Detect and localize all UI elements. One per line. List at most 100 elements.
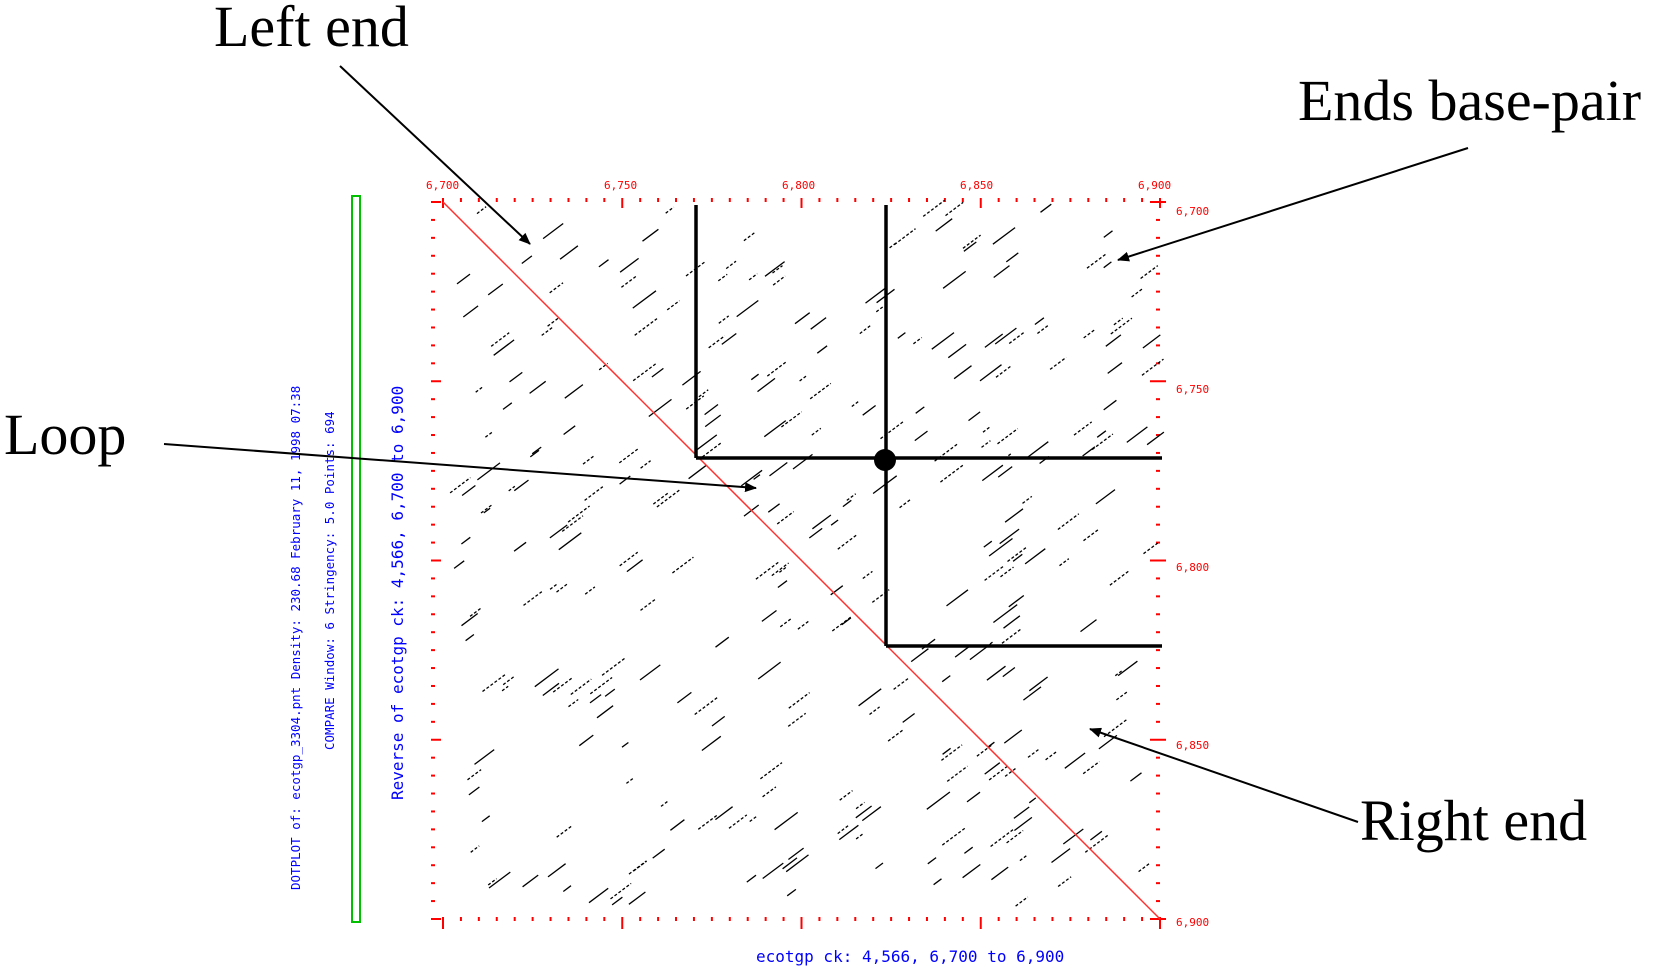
top-tick-label: 6,750 (604, 179, 637, 192)
match-segment (897, 332, 906, 339)
match-segment (812, 514, 832, 530)
match-segment (626, 559, 643, 573)
match-segment (990, 828, 1015, 848)
match-segment (1084, 833, 1110, 853)
match-segment (666, 300, 680, 311)
match-segment (541, 326, 554, 336)
match-segment (810, 317, 827, 330)
y-axis-label: Reverse of ecotgp ck: 4,566, 6,700 to 6,… (388, 386, 407, 800)
match-segment (772, 265, 783, 274)
match-segment (776, 511, 795, 525)
left-axis-ticks (431, 201, 441, 920)
match-segment (582, 454, 596, 465)
match-segment (628, 891, 646, 905)
top-tick-label: 6,900 (1138, 179, 1171, 192)
annotation-right-end: Right end (1360, 788, 1587, 853)
right-tick-label: 6,700 (1176, 205, 1209, 218)
match-segment (779, 566, 787, 573)
match-segment (1062, 828, 1084, 845)
match-segment (1142, 334, 1161, 349)
match-segment (1008, 594, 1025, 608)
match-segment (549, 282, 564, 294)
match-segment (490, 332, 510, 347)
match-segment (743, 231, 757, 242)
match-segment (988, 537, 1013, 557)
match-segment (947, 343, 967, 359)
match-segment (619, 551, 639, 567)
match-segment (1000, 566, 1014, 578)
match-segment (552, 676, 574, 693)
match-segment (1002, 666, 1016, 678)
match-segment (1007, 546, 1028, 563)
match-segment (1024, 548, 1046, 565)
match-segment (568, 698, 579, 708)
match-segment (487, 283, 504, 296)
match-segment (556, 583, 568, 593)
match-segment (523, 591, 543, 606)
match-segment (1040, 203, 1052, 213)
match-segment (851, 400, 860, 408)
match-segment (1001, 628, 1021, 644)
match-segment (964, 846, 974, 854)
match-segment (993, 604, 1018, 624)
match-segment (940, 464, 964, 483)
match-segment (578, 734, 594, 747)
match-segment (677, 691, 692, 704)
match-segment (718, 315, 730, 324)
match-segment (611, 896, 623, 906)
match-segment (1073, 421, 1093, 436)
match-segment (468, 786, 480, 796)
match-segment (746, 874, 757, 883)
match-segment (660, 800, 668, 807)
overlay-lines (694, 205, 1162, 648)
match-segment (1107, 362, 1123, 374)
match-segment (984, 762, 1001, 775)
match-segment (782, 857, 798, 870)
match-segment (1013, 806, 1030, 819)
match-segment (788, 692, 810, 709)
match-segment (1051, 848, 1071, 864)
match-segment (596, 705, 614, 719)
info-line-1: DOTPLOT of: ecotgp_3304.pnt Density: 230… (288, 386, 303, 890)
match-segment (797, 620, 810, 630)
match-segment (941, 827, 966, 846)
match-segment (531, 446, 542, 455)
match-segment (1113, 317, 1124, 326)
match-segment (1095, 489, 1116, 505)
match-segment (946, 765, 968, 782)
loop-arrow (163, 443, 757, 493)
match-segment (621, 741, 629, 748)
match-segment (1014, 816, 1033, 832)
match-segment (461, 612, 479, 627)
match-segment (760, 762, 783, 780)
x-axis-label: ecotgp ck: 4,566, 6,700 to 6,900 (756, 947, 1064, 966)
match-segment (559, 245, 579, 260)
match-segment (487, 878, 497, 886)
match-segment (786, 888, 797, 897)
match-segment (968, 411, 981, 422)
top-tick-label: 6,800 (782, 179, 815, 192)
match-segment (672, 556, 694, 574)
match-segment (982, 426, 991, 433)
match-segment (529, 380, 547, 394)
match-segment (995, 365, 1012, 378)
match-segment (521, 255, 533, 265)
match-segment (682, 370, 701, 386)
match-segment (1083, 328, 1096, 339)
match-segment (513, 541, 527, 552)
match-segment (1091, 433, 1114, 451)
match-segment (946, 589, 969, 607)
match-segment (704, 414, 722, 428)
match-segment (640, 598, 656, 611)
match-segment (997, 428, 1019, 445)
match-segment (1096, 430, 1107, 438)
match-segment (589, 694, 602, 704)
match-segment (988, 766, 1008, 781)
match-segment (474, 749, 495, 765)
top-tick-label: 6,700 (426, 179, 459, 192)
match-segment (640, 460, 651, 469)
main-diagonal (442, 201, 1161, 920)
match-segment (562, 885, 572, 893)
match-segment (694, 434, 718, 452)
match-segment (1027, 748, 1040, 758)
